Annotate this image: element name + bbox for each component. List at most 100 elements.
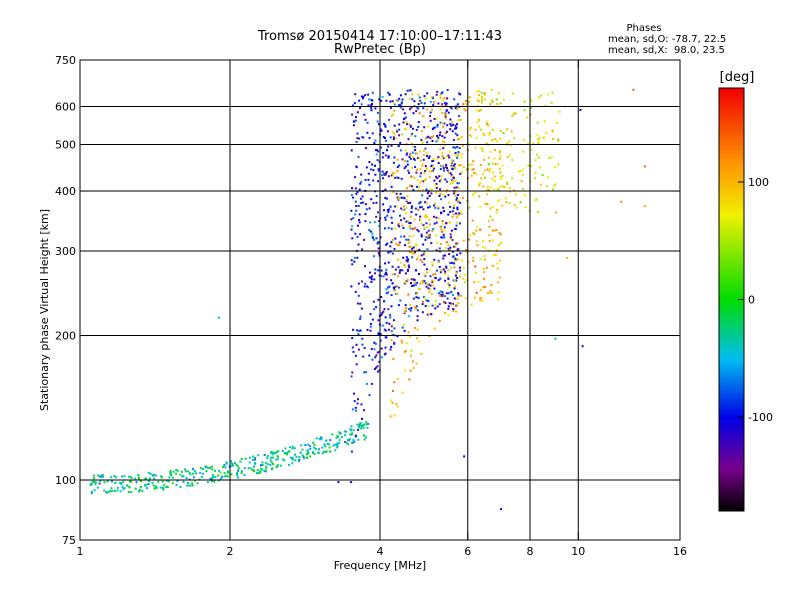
data-point bbox=[405, 238, 408, 241]
x-tick-label: 8 bbox=[527, 545, 534, 558]
data-point bbox=[411, 205, 413, 208]
data-point bbox=[414, 207, 417, 210]
data-point bbox=[487, 220, 490, 223]
data-point bbox=[394, 289, 397, 292]
x-tick-label: 10 bbox=[571, 545, 585, 558]
data-point bbox=[366, 328, 369, 331]
data-point bbox=[365, 208, 368, 211]
data-point bbox=[397, 286, 400, 289]
data-point bbox=[484, 286, 487, 288]
data-point bbox=[448, 150, 451, 153]
data-point bbox=[266, 463, 269, 466]
data-point bbox=[401, 98, 404, 101]
data-point bbox=[468, 163, 471, 166]
data-point bbox=[355, 166, 358, 169]
data-point bbox=[460, 170, 463, 173]
data-point bbox=[299, 451, 302, 454]
data-point bbox=[252, 455, 255, 458]
data-point bbox=[371, 91, 374, 94]
data-point bbox=[350, 375, 353, 378]
data-point bbox=[353, 256, 356, 259]
data-point bbox=[185, 477, 188, 479]
data-point bbox=[482, 246, 484, 248]
data-point bbox=[480, 177, 483, 180]
data-point bbox=[231, 464, 234, 467]
data-point bbox=[441, 220, 444, 223]
data-point bbox=[409, 215, 412, 218]
data-point bbox=[423, 95, 426, 98]
data-point bbox=[392, 101, 395, 104]
data-point bbox=[449, 128, 452, 131]
data-point bbox=[387, 261, 390, 264]
data-point bbox=[239, 460, 242, 463]
data-point bbox=[452, 207, 455, 210]
data-point bbox=[405, 307, 408, 309]
data-point bbox=[411, 156, 414, 159]
data-point bbox=[370, 281, 373, 283]
data-point bbox=[361, 97, 364, 100]
data-point bbox=[304, 444, 307, 446]
data-point bbox=[281, 458, 284, 461]
data-point bbox=[484, 177, 486, 179]
data-point bbox=[171, 482, 174, 485]
data-point bbox=[362, 136, 365, 139]
data-point bbox=[458, 92, 461, 95]
data-point bbox=[511, 159, 514, 161]
data-point bbox=[453, 279, 456, 282]
data-point bbox=[421, 164, 424, 167]
data-point bbox=[354, 200, 357, 203]
data-point bbox=[395, 137, 398, 140]
data-point bbox=[356, 302, 359, 305]
data-point bbox=[460, 213, 463, 215]
data-point bbox=[415, 243, 418, 246]
data-point bbox=[404, 304, 407, 307]
data-point bbox=[445, 241, 448, 244]
data-point bbox=[355, 140, 358, 143]
data-point bbox=[448, 302, 451, 305]
data-point bbox=[413, 327, 416, 329]
data-point bbox=[443, 301, 445, 304]
data-point bbox=[421, 142, 424, 145]
data-point bbox=[423, 102, 426, 105]
data-point bbox=[413, 176, 416, 179]
data-point bbox=[414, 135, 417, 138]
data-point bbox=[396, 205, 399, 208]
data-point bbox=[453, 287, 456, 290]
data-point bbox=[364, 203, 367, 206]
data-point bbox=[107, 490, 110, 493]
data-point bbox=[353, 400, 356, 403]
data-point bbox=[360, 307, 363, 310]
data-point bbox=[408, 235, 411, 238]
data-point bbox=[360, 103, 363, 106]
data-point bbox=[506, 128, 509, 131]
data-point bbox=[441, 103, 444, 106]
data-point bbox=[417, 230, 420, 233]
data-point bbox=[428, 176, 431, 179]
data-point bbox=[359, 107, 361, 109]
data-point bbox=[427, 206, 430, 209]
data-point bbox=[347, 443, 350, 446]
data-point bbox=[395, 192, 398, 195]
data-point bbox=[412, 228, 415, 231]
data-point bbox=[420, 102, 423, 104]
data-point bbox=[355, 343, 358, 346]
data-point bbox=[338, 439, 341, 442]
data-point bbox=[149, 473, 152, 476]
data-point bbox=[96, 474, 99, 477]
data-point bbox=[548, 157, 551, 160]
data-point bbox=[344, 430, 347, 433]
data-point bbox=[394, 285, 397, 288]
data-point bbox=[448, 253, 451, 256]
data-point bbox=[214, 469, 216, 472]
data-point bbox=[421, 261, 424, 263]
data-point bbox=[461, 259, 464, 262]
data-point bbox=[383, 209, 385, 212]
data-point bbox=[368, 394, 371, 397]
chart-title: Tromsø 20150414 17:10:00–17:11:43 bbox=[257, 29, 502, 44]
data-point bbox=[199, 467, 202, 470]
data-point bbox=[358, 424, 361, 426]
data-point bbox=[497, 281, 500, 284]
data-point bbox=[493, 180, 496, 183]
y-tick-label: 200 bbox=[55, 330, 76, 343]
